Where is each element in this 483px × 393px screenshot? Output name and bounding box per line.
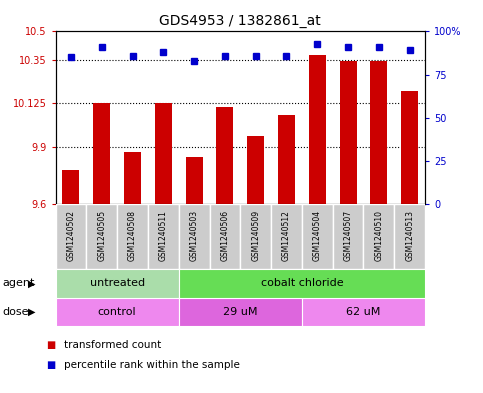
Bar <box>370 61 387 204</box>
Bar <box>62 170 79 204</box>
Text: GSM1240509: GSM1240509 <box>251 210 260 261</box>
Bar <box>340 61 356 204</box>
Bar <box>179 204 210 269</box>
Bar <box>179 298 302 326</box>
Text: ■: ■ <box>46 340 55 351</box>
Text: GSM1240503: GSM1240503 <box>190 210 199 261</box>
Bar <box>364 204 394 269</box>
Bar <box>278 115 295 204</box>
Bar <box>401 91 418 204</box>
Text: GSM1240506: GSM1240506 <box>220 210 229 261</box>
Bar <box>394 204 425 269</box>
Text: GSM1240504: GSM1240504 <box>313 210 322 261</box>
Bar <box>302 298 425 326</box>
Bar <box>333 204 364 269</box>
Text: 29 uM: 29 uM <box>223 307 257 317</box>
Bar <box>86 204 117 269</box>
Bar <box>302 204 333 269</box>
Text: GSM1240513: GSM1240513 <box>405 210 414 261</box>
Text: control: control <box>98 307 136 317</box>
Bar <box>155 103 172 204</box>
Bar <box>93 103 110 204</box>
Bar <box>271 204 302 269</box>
Text: ▶: ▶ <box>28 307 35 317</box>
Bar <box>56 269 179 298</box>
Text: GSM1240505: GSM1240505 <box>97 210 106 261</box>
Bar <box>240 204 271 269</box>
Text: untreated: untreated <box>89 278 145 288</box>
Text: GSM1240511: GSM1240511 <box>159 210 168 261</box>
Text: percentile rank within the sample: percentile rank within the sample <box>64 360 240 370</box>
Bar <box>185 157 202 204</box>
Text: transformed count: transformed count <box>64 340 161 351</box>
Text: GSM1240507: GSM1240507 <box>343 210 353 261</box>
Text: ▶: ▶ <box>28 278 35 288</box>
Bar <box>56 204 86 269</box>
Text: GSM1240512: GSM1240512 <box>282 210 291 261</box>
Bar <box>247 136 264 204</box>
Title: GDS4953 / 1382861_at: GDS4953 / 1382861_at <box>159 14 321 28</box>
Bar <box>148 204 179 269</box>
Text: agent: agent <box>2 278 35 288</box>
Text: GSM1240510: GSM1240510 <box>374 210 384 261</box>
Text: GSM1240502: GSM1240502 <box>67 210 75 261</box>
Bar <box>124 152 141 204</box>
Bar <box>179 269 425 298</box>
Bar <box>56 298 179 326</box>
Bar <box>216 107 233 204</box>
Bar <box>117 204 148 269</box>
Bar <box>309 55 326 204</box>
Text: GSM1240508: GSM1240508 <box>128 210 137 261</box>
Text: dose: dose <box>2 307 29 317</box>
Text: cobalt chloride: cobalt chloride <box>260 278 343 288</box>
Text: 62 uM: 62 uM <box>346 307 381 317</box>
Text: ■: ■ <box>46 360 55 370</box>
Bar <box>210 204 240 269</box>
